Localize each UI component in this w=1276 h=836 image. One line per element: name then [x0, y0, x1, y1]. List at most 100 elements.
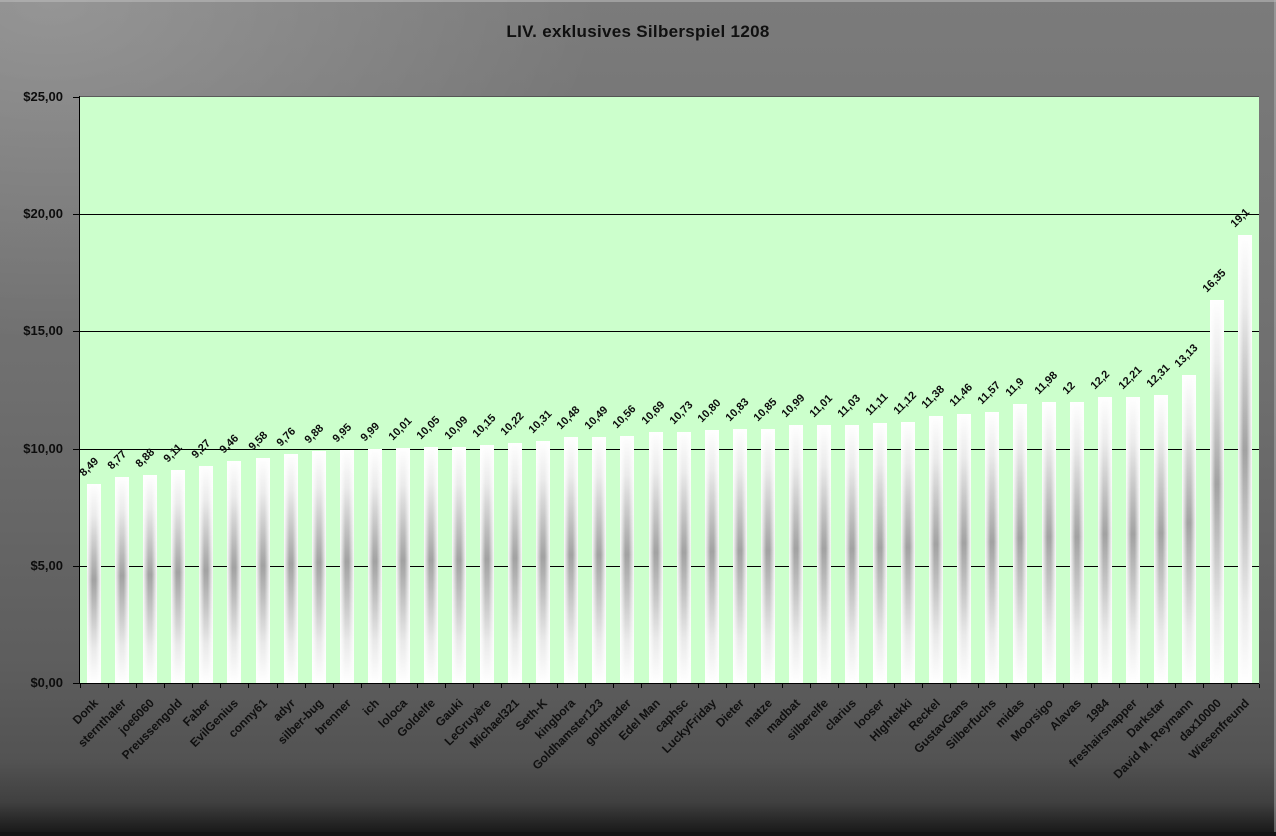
y-axis-tick-label: $25,00: [23, 89, 63, 104]
bar: [732, 429, 747, 683]
x-axis-tick: [416, 684, 418, 688]
x-axis-tick: [1006, 684, 1008, 688]
bar: [1238, 235, 1252, 683]
x-axis-tick: [248, 684, 250, 688]
x-axis-line: [79, 683, 1259, 684]
x-axis-tick: [501, 684, 503, 688]
x-axis-tick: [388, 684, 390, 688]
x-axis-tick: [332, 684, 334, 688]
bar: [423, 447, 438, 683]
y-axis-tick: [73, 683, 80, 684]
bar: [255, 458, 270, 683]
x-axis-tick: [473, 684, 474, 688]
bar: [929, 416, 944, 683]
bar: [536, 441, 551, 683]
y-axis-tick: [73, 97, 80, 98]
y-axis-tick-label: $15,00: [23, 323, 63, 339]
bar: [339, 449, 354, 683]
x-axis-tick: [220, 684, 222, 688]
x-axis-tick: [557, 684, 559, 688]
plot-area: [80, 97, 1259, 683]
bar: [1041, 402, 1056, 683]
x-axis-tick: [725, 684, 727, 688]
bar: [648, 432, 663, 683]
bar: [564, 437, 579, 683]
bar: [985, 411, 1000, 683]
x-axis-tick: [809, 684, 811, 688]
gridline: [80, 331, 1259, 333]
bar: [592, 437, 607, 683]
x-axis-tick: [1230, 684, 1232, 688]
x-axis-tick: [1062, 684, 1064, 688]
y-axis-tick-label: $20,00: [23, 206, 63, 222]
x-axis-tick: [1202, 684, 1204, 688]
bar: [1153, 394, 1168, 683]
right-edge-highlight: [1274, 0, 1276, 836]
x-axis-tick: [1118, 684, 1120, 688]
bar: [171, 469, 186, 683]
x-axis-tick: [80, 684, 81, 688]
x-axis-tick: [1146, 684, 1148, 688]
x-axis-tick: [641, 684, 643, 688]
bar: [845, 424, 859, 683]
x-axis-tick: [192, 684, 194, 688]
x-axis-tick: [136, 684, 138, 688]
y-axis-tick: [73, 448, 80, 450]
y-axis-tick: [73, 565, 80, 567]
top-edge-highlight: [0, 0, 1276, 2]
bar: [87, 484, 101, 683]
x-axis-tick: [444, 684, 446, 688]
bar: [1125, 396, 1140, 683]
x-axis-tick: [753, 684, 755, 688]
bar: [480, 445, 494, 683]
bar: [395, 448, 410, 683]
bar: [199, 465, 214, 683]
bar: [367, 448, 382, 683]
x-axis-tick: [529, 684, 531, 688]
x-axis-tick: [922, 684, 924, 688]
gridline: [80, 565, 1259, 567]
x-axis-tick: [276, 684, 278, 688]
gridline: [80, 448, 1259, 450]
bar: [760, 428, 775, 683]
x-axis-tick: [1259, 684, 1260, 688]
x-axis-tick: [866, 684, 867, 688]
bar: [788, 425, 803, 683]
gridline: [80, 214, 1259, 216]
bar: [508, 443, 523, 683]
x-axis-tick: [950, 684, 952, 688]
x-axis-tick: [304, 684, 306, 688]
bar: [704, 429, 719, 683]
bar: [1069, 401, 1084, 683]
bar: [283, 454, 298, 683]
x-axis-tick: [978, 684, 980, 688]
bar: [1181, 375, 1196, 683]
bar: [676, 431, 691, 683]
x-axis-tick: [1090, 684, 1092, 688]
x-axis-tick: [164, 684, 166, 688]
y-axis-tick-label: $0,00: [30, 675, 63, 690]
bar: [311, 451, 326, 683]
x-axis-tick: [697, 684, 699, 688]
bar: [620, 435, 635, 683]
bar: [452, 446, 466, 683]
x-axis-tick: [837, 684, 839, 688]
y-axis-line: [79, 96, 80, 684]
bar: [143, 474, 158, 683]
chart-title: LIV. exklusives Silberspiel 1208: [506, 22, 770, 41]
y-axis-tick-label: $5,00: [30, 557, 63, 573]
bottom-edge-shadow: [0, 832, 1276, 836]
x-axis-tick: [613, 684, 615, 688]
x-axis-tick: [1034, 684, 1036, 688]
y-axis-tick: [73, 331, 80, 333]
bar: [115, 477, 130, 683]
bar: [1013, 404, 1028, 683]
y-axis-tick: [73, 214, 80, 216]
bar: [1097, 397, 1112, 683]
bar: [901, 422, 916, 683]
x-axis-tick: [585, 684, 587, 688]
bar: [1209, 299, 1224, 683]
x-axis-tick: [108, 684, 110, 688]
x-axis-tick: [669, 684, 671, 688]
